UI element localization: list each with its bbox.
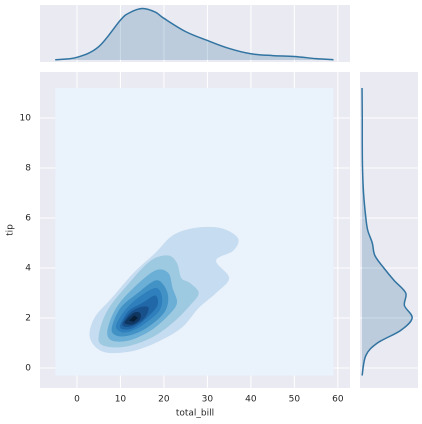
x-tick-label: 40 bbox=[245, 395, 257, 405]
x-tick-label: 60 bbox=[332, 395, 344, 405]
x-tick-label: 50 bbox=[289, 395, 301, 405]
y-tick-label: 0 bbox=[25, 364, 31, 374]
x-tick-label: 20 bbox=[158, 395, 170, 405]
marginal-y-fill bbox=[362, 88, 413, 376]
marginal-y-line bbox=[361, 87, 413, 376]
y-tick-label: 4 bbox=[25, 264, 31, 274]
x-tick-label: 30 bbox=[202, 395, 214, 405]
plot-layer: 0 10 20 30 40 50 60 0 2 4 6 8 10 bbox=[20, 5, 418, 405]
marginal-x-line bbox=[55, 7, 334, 61]
x-axis-label: total_bill bbox=[176, 409, 214, 419]
y-axis-label: tip bbox=[6, 224, 16, 236]
top-panel bbox=[40, 5, 350, 62]
right-panel bbox=[360, 72, 418, 388]
y-tick-label: 8 bbox=[25, 164, 31, 174]
x-tick-label: 10 bbox=[115, 395, 127, 405]
marginal-x-fill bbox=[55, 8, 334, 60]
y-tick-label: 2 bbox=[25, 314, 31, 324]
y-tick-label: 10 bbox=[20, 114, 32, 124]
y-tick-label: 6 bbox=[25, 214, 31, 224]
x-tick-label: 0 bbox=[74, 395, 80, 405]
kde-contour bbox=[129, 315, 138, 322]
